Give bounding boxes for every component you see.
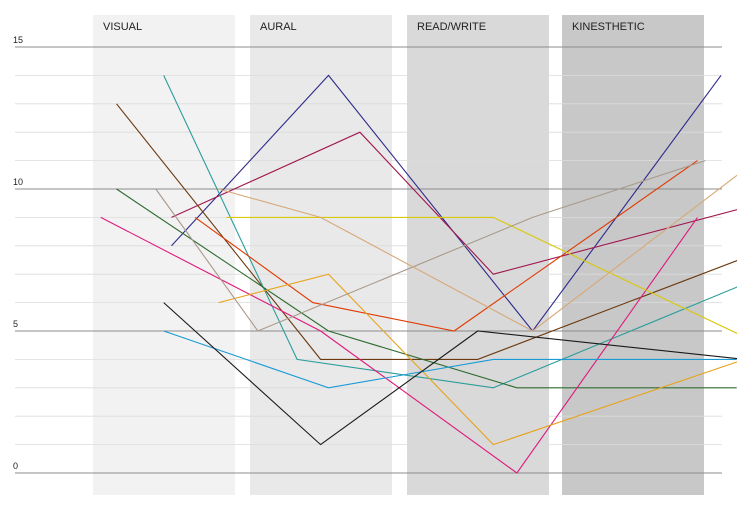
y-tick-label: 5 — [13, 319, 18, 329]
y-axis-ticks: 0 5 10 15 — [13, 35, 23, 471]
band-visual — [93, 15, 235, 495]
category-label: READ/WRITE — [417, 21, 486, 33]
category-bands: VISUAL AURAL READ/WRITE KINESTHETIC — [93, 15, 704, 495]
series-line-9 — [163, 330, 737, 389]
series-lines — [100, 74, 737, 474]
y-tick-label: 15 — [13, 35, 23, 45]
band-aural — [250, 15, 392, 495]
series-line-7 — [194, 160, 698, 332]
y-tick-label: 0 — [13, 461, 18, 471]
series-line-1 — [171, 74, 722, 332]
band-read-write — [407, 15, 549, 495]
series-line-5 — [116, 188, 737, 389]
category-label: AURAL — [260, 21, 297, 33]
category-label: VISUAL — [103, 21, 142, 33]
category-label: KINESTHETIC — [572, 21, 645, 33]
series-line-10 — [163, 302, 737, 446]
series-line-13 — [218, 174, 737, 332]
series-line-2 — [171, 131, 737, 275]
series-line-8 — [218, 273, 737, 446]
y-tick-label: 10 — [13, 177, 23, 187]
series-line-3 — [116, 103, 737, 360]
series-line-12 — [155, 160, 706, 332]
series-line-11 — [226, 216, 737, 335]
